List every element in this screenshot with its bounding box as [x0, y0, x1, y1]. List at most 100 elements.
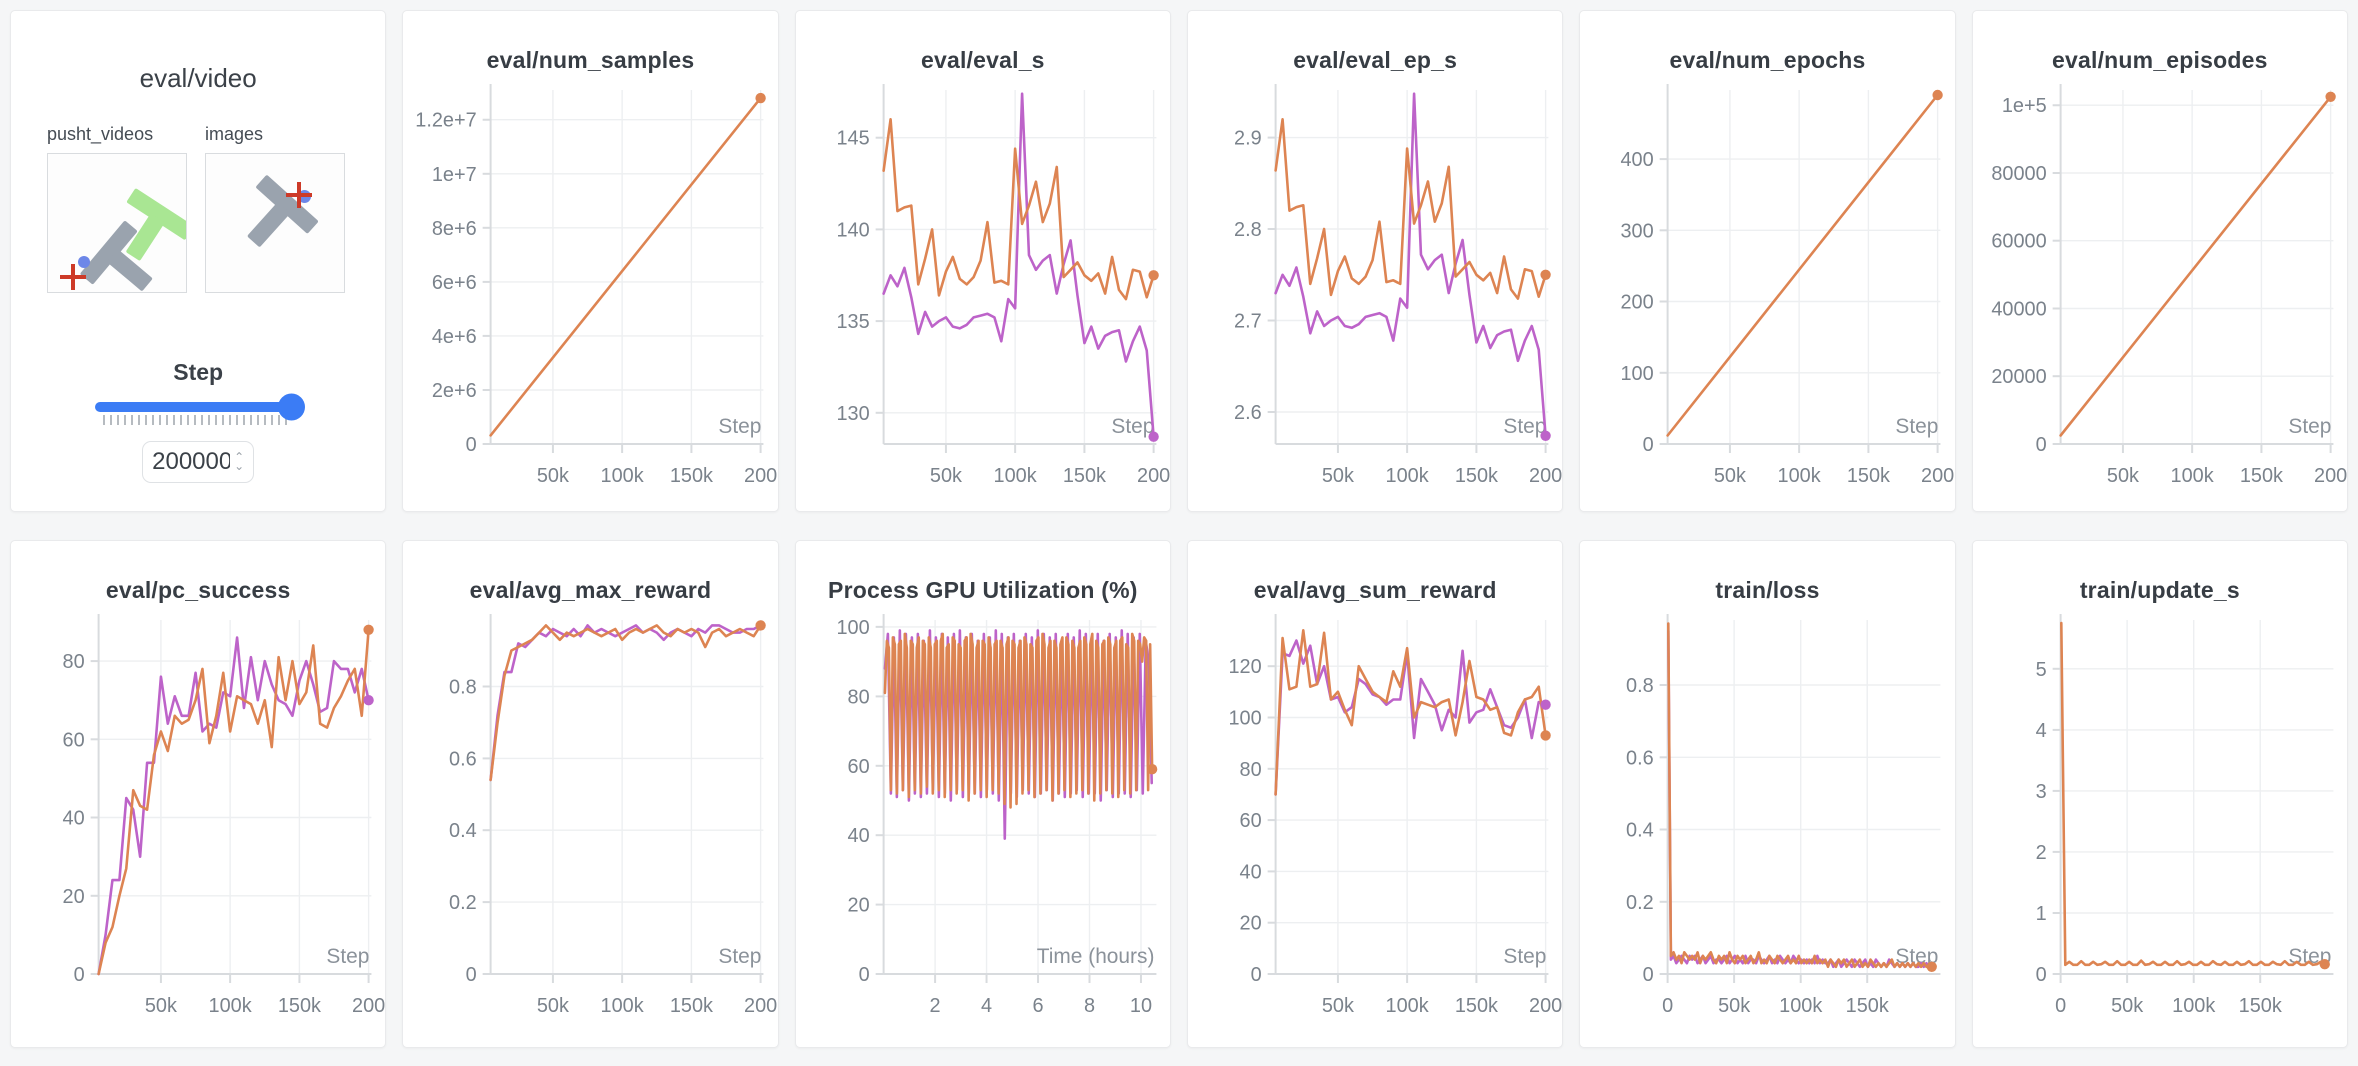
svg-text:0.6: 0.6: [1626, 747, 1654, 769]
media-label: images: [205, 124, 264, 144]
step-slider[interactable]: [95, 393, 306, 425]
svg-text:50k: 50k: [537, 995, 569, 1017]
chart-title: eval/num_epochs: [1669, 47, 1866, 73]
svg-text:80: 80: [63, 651, 85, 673]
step-slider-thumb[interactable]: [278, 393, 306, 421]
svg-text:50k: 50k: [1322, 465, 1354, 487]
svg-text:1e+7: 1e+7: [432, 164, 477, 186]
svg-text:50k: 50k: [1718, 995, 1750, 1017]
svg-text:80000: 80000: [1991, 163, 2046, 185]
svg-text:200: 200: [1137, 465, 1170, 487]
svg-text:3: 3: [2035, 781, 2046, 803]
line-chart[interactable]: 0 20 40 60 80 100 2 4 6 8 10 Time (hours): [796, 606, 1170, 1036]
svg-text:0: 0: [466, 434, 477, 456]
svg-text:2.8: 2.8: [1234, 219, 1262, 241]
panel-pc-success: eval/pc_success 0 20 40 60 80 50k 100k 150k 200 S…: [10, 540, 387, 1048]
chart-title: eval/pc_success: [105, 577, 291, 603]
image-thumbnail[interactable]: [205, 153, 345, 293]
media-label: pusht_videos: [47, 124, 154, 144]
svg-text:0: 0: [2035, 964, 2046, 986]
svg-text:100k: 100k: [1386, 465, 1429, 487]
svg-text:80: 80: [847, 686, 869, 708]
line-chart[interactable]: 0 100 200 300 400 50k 100k 150k 200 Step: [1580, 76, 1955, 506]
chart-title: eval/avg_max_reward: [469, 577, 712, 603]
svg-text:Step: Step: [1896, 415, 1939, 438]
svg-text:1.2e+7: 1.2e+7: [416, 110, 477, 132]
svg-text:0.2: 0.2: [449, 892, 477, 914]
svg-text:100k: 100k: [1779, 995, 1822, 1017]
svg-text:100k: 100k: [601, 995, 644, 1017]
svg-text:60: 60: [1240, 810, 1262, 832]
panel-avg-sum-reward: eval/avg_sum_reward 0 20 40 60 80 100 120 50k 10…: [1187, 540, 1564, 1048]
svg-text:100k: 100k: [2172, 995, 2215, 1017]
svg-text:0: 0: [466, 964, 477, 986]
svg-text:0: 0: [2035, 434, 2046, 456]
svg-text:2e+6: 2e+6: [432, 380, 477, 402]
chart-title: eval/avg_sum_reward: [1253, 577, 1497, 603]
step-input-box[interactable]: ⌃ ⌄: [142, 441, 255, 483]
svg-text:1e+5: 1e+5: [2002, 95, 2047, 117]
svg-text:2.9: 2.9: [1234, 128, 1262, 150]
line-chart[interactable]: 0 0.2 0.4 0.6 0.8 0 50k 100k 150k Step: [1580, 606, 1954, 1036]
panel-num-epochs: eval/num_epochs 0 100 200 300 400 50k 100k 150k…: [1579, 10, 1956, 512]
chart-title: eval/eval_s: [920, 47, 1045, 73]
svg-text:50k: 50k: [2111, 995, 2143, 1017]
step-slider-track[interactable]: [95, 393, 306, 421]
step-slider-ruler: [103, 415, 288, 425]
svg-text:8: 8: [1084, 995, 1095, 1017]
svg-text:20: 20: [1240, 913, 1262, 935]
svg-text:5: 5: [2035, 659, 2046, 681]
svg-text:150k: 150k: [2240, 465, 2283, 487]
svg-text:Step: Step: [1503, 945, 1546, 968]
svg-text:100k: 100k: [601, 465, 644, 487]
svg-text:4: 4: [981, 995, 992, 1017]
panel-eval-s: eval/eval_s 130 135 140 145 50k 100k 150k 200 St…: [794, 10, 1171, 512]
line-chart[interactable]: 0 20 40 60 80 100 120 50k 100k 150k 200 Step: [1188, 606, 1562, 1036]
step-slider-label: Step: [173, 359, 224, 385]
svg-text:10: 10: [1130, 995, 1152, 1017]
svg-text:100k: 100k: [1778, 465, 1821, 487]
svg-text:300: 300: [1621, 220, 1654, 242]
svg-text:0.2: 0.2: [1626, 892, 1654, 914]
svg-text:200: 200: [352, 995, 385, 1017]
panel-eval-ep-s: eval/eval_ep_s 2.6 2.7 2.8 2.9 50k 100k 150k 20…: [1187, 10, 1564, 512]
svg-text:0: 0: [2055, 995, 2066, 1017]
svg-text:150k: 150k: [1846, 995, 1889, 1017]
line-chart[interactable]: 0 0.2 0.4 0.6 0.8 50k 100k 150k 200 Step: [403, 606, 778, 1036]
line-chart[interactable]: 0 20000 40000 60000 80000 1e+5 50k 100k 150k 200 S…: [1973, 76, 2347, 506]
svg-text:2.6: 2.6: [1234, 402, 1262, 424]
line-chart[interactable]: 2.6 2.7 2.8 2.9 50k 100k 150k 200 Step: [1188, 76, 1562, 506]
svg-text:2: 2: [929, 995, 940, 1017]
goal-cross-icon: [286, 182, 312, 208]
pusht-video-thumbnail[interactable]: [47, 153, 187, 293]
svg-text:2: 2: [2035, 842, 2046, 864]
media-images: images: [205, 124, 345, 293]
svg-text:0: 0: [858, 964, 869, 986]
chart-title: train/loss: [1715, 577, 1820, 603]
chart-title: Process GPU Utilization (%): [828, 577, 1138, 603]
svg-text:120: 120: [1228, 656, 1261, 678]
stepper-icons[interactable]: ⌃ ⌄: [234, 450, 245, 473]
svg-text:200: 200: [1921, 465, 1954, 487]
panel-avg-max-reward: eval/avg_max_reward 0 0.2 0.4 0.6 0.8 50k 100k…: [402, 540, 779, 1048]
chart-title: eval/num_samples: [486, 47, 695, 73]
stepper-down-icon[interactable]: ⌄: [234, 459, 245, 473]
svg-text:40000: 40000: [1991, 298, 2046, 320]
svg-text:150k: 150k: [2238, 995, 2281, 1017]
svg-text:60000: 60000: [1991, 231, 2046, 253]
svg-text:4e+6: 4e+6: [432, 326, 477, 348]
line-chart[interactable]: 130 135 140 145 50k 100k 150k 200 Step: [796, 76, 1170, 506]
svg-text:6e+6: 6e+6: [432, 272, 477, 294]
line-chart[interactable]: 0 20 40 60 80 50k 100k 150k 200 Step: [11, 606, 385, 1036]
svg-text:200: 200: [1529, 995, 1562, 1017]
line-chart[interactable]: 0 2e+6 4e+6 6e+6 8e+6 1e+7 1.2e+7 50k 100k 150k 20…: [403, 76, 778, 506]
svg-text:50k: 50k: [1714, 465, 1746, 487]
svg-text:Step: Step: [1503, 415, 1546, 438]
svg-text:20000: 20000: [1991, 366, 2046, 388]
svg-text:20: 20: [847, 895, 869, 917]
stepper-up-icon[interactable]: ⌃: [234, 450, 245, 464]
svg-text:100: 100: [1228, 707, 1261, 729]
step-input[interactable]: [152, 448, 231, 476]
svg-text:40: 40: [1240, 861, 1262, 883]
